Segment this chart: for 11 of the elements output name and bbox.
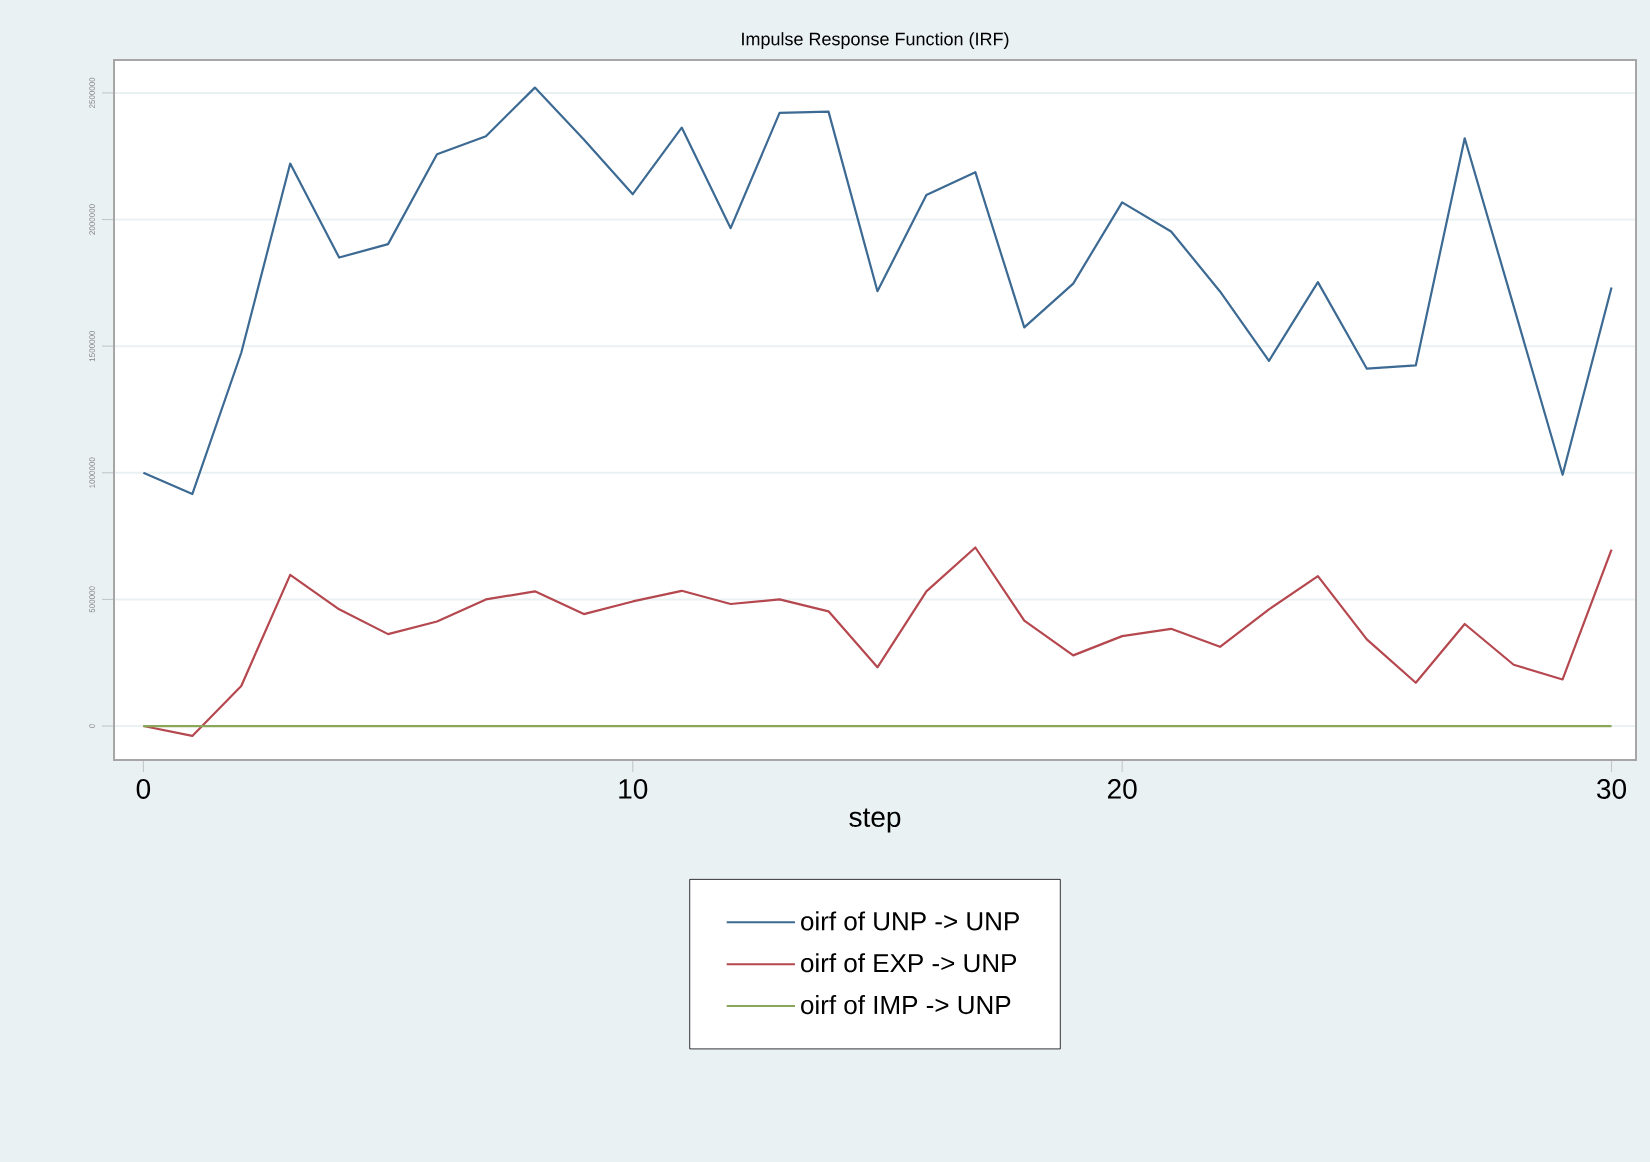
legend-label: oirf of IMP -> UNP: [801, 995, 1011, 1015]
line-series: [142, 86, 1613, 496]
x-axis-title: step: [849, 808, 901, 833]
line-series: [142, 546, 1613, 738]
x-tick-label: 0: [136, 779, 151, 799]
x-tick-label: 20: [1107, 779, 1137, 799]
x-tick-label: 30: [1597, 779, 1627, 799]
x-tick-label: 10: [619, 779, 648, 799]
chart-title: Impulse Response Function (IRF): [742, 32, 1009, 49]
legend-label: oirf of EXP -> UNP: [801, 953, 1017, 973]
legend-label: oirf of UNP -> UNP: [801, 911, 1019, 931]
